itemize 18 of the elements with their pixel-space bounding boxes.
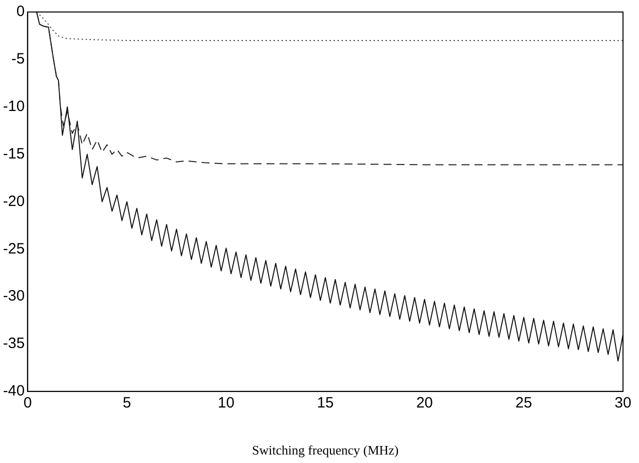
x-tick-label: 25 — [515, 394, 532, 412]
y-tick-label: -5 — [11, 50, 25, 68]
x-tick-label: 5 — [122, 394, 132, 412]
y-tick-label: -10 — [2, 98, 25, 115]
x-tick-label: 20 — [416, 394, 433, 412]
y-tick-label: 0 — [16, 3, 25, 20]
y-tick-label: -15 — [2, 145, 25, 162]
y-tick-label: -35 — [2, 335, 25, 352]
y-tick-label: -40 — [2, 382, 25, 400]
x-axis-title: Switching frequency (MHz) — [252, 442, 399, 458]
y-tick-label: -30 — [2, 288, 25, 305]
y-tick-label: -25 — [2, 240, 25, 258]
x-tick-label: 30 — [614, 394, 632, 412]
line-series — [36, 12, 623, 41]
x-tick-label: 10 — [218, 394, 234, 412]
line-series — [36, 12, 623, 166]
y-tick-label: -20 — [2, 192, 25, 210]
x-tick-label: 15 — [316, 394, 334, 412]
